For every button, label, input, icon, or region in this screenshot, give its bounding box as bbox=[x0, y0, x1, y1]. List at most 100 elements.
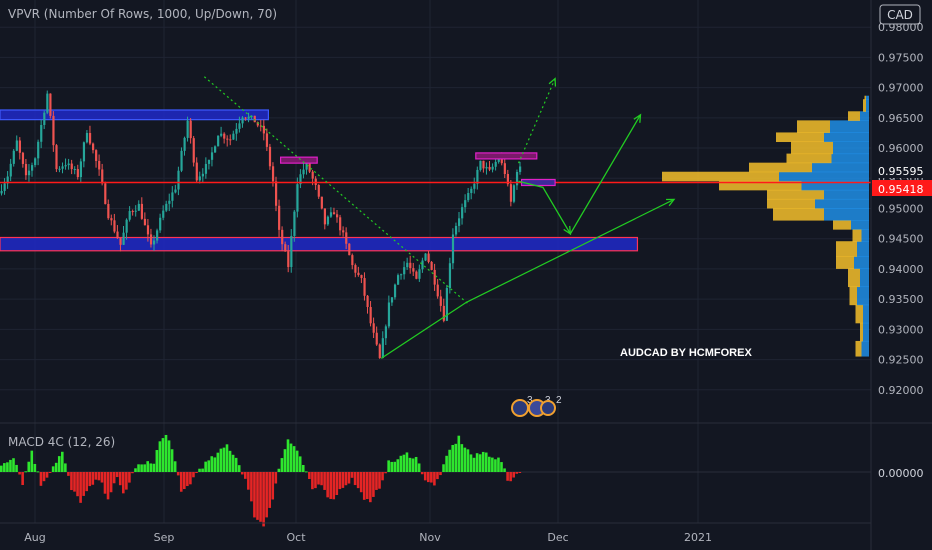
event-icon-flag-au[interactable] bbox=[511, 399, 529, 417]
macd-bar bbox=[189, 472, 192, 485]
volume-bar-up bbox=[855, 340, 862, 357]
candle-body bbox=[174, 189, 177, 193]
macd-bar bbox=[48, 472, 52, 473]
candle-body bbox=[137, 203, 140, 211]
volume-bar-up bbox=[833, 220, 851, 230]
macd-bar bbox=[73, 472, 76, 492]
time-axis[interactable]: Aug Sep Oct Nov Dec 2021 bbox=[24, 531, 712, 544]
macd-bar bbox=[54, 462, 58, 472]
price-label-upper-text: 0.95595 bbox=[878, 165, 924, 178]
drawings bbox=[0, 76, 871, 359]
event-icon-flag-au-2[interactable] bbox=[540, 400, 556, 416]
dotted-projection bbox=[517, 78, 556, 164]
candle-body bbox=[265, 133, 269, 147]
macd-bar bbox=[0, 465, 3, 472]
candle-body bbox=[317, 185, 320, 197]
candle-body bbox=[415, 271, 418, 279]
candle-body bbox=[375, 332, 378, 345]
price-label-current-box bbox=[872, 180, 932, 196]
candle-body bbox=[476, 169, 479, 184]
indicator-title[interactable]: VPVR (Number Of Rows, 1000, Up/Down, 70) bbox=[8, 7, 277, 21]
candle-body bbox=[110, 218, 113, 221]
macd-bar bbox=[265, 472, 268, 518]
uptrend-support-2 bbox=[466, 198, 675, 303]
macd-bar bbox=[338, 472, 342, 490]
macd-bar bbox=[283, 449, 287, 472]
candle-body bbox=[12, 150, 15, 164]
candle-body bbox=[433, 269, 436, 285]
macd-bar bbox=[149, 463, 153, 472]
volume-bar-down bbox=[824, 207, 869, 221]
candle-body bbox=[384, 326, 387, 339]
candle-body bbox=[351, 255, 354, 266]
candle-body bbox=[470, 188, 473, 193]
candle-body bbox=[290, 235, 293, 268]
macd-bar bbox=[103, 472, 107, 494]
macd-bar bbox=[9, 459, 12, 472]
candle-body bbox=[287, 251, 290, 268]
candle-body bbox=[336, 214, 339, 218]
event-markers[interactable]: 3 3 2 bbox=[511, 395, 562, 417]
time-tick-label: Oct bbox=[286, 531, 306, 544]
candle-body bbox=[18, 140, 21, 153]
macd-bar bbox=[137, 464, 140, 472]
macd-bar bbox=[301, 465, 305, 472]
candle-body bbox=[439, 296, 442, 306]
macd-bar bbox=[207, 460, 210, 472]
candle-body bbox=[201, 173, 204, 177]
macd-bar bbox=[36, 471, 40, 473]
volume-bar-down bbox=[861, 229, 869, 242]
volume-bar-up bbox=[797, 120, 830, 133]
macd-bar bbox=[3, 463, 6, 472]
macd-bar bbox=[512, 472, 515, 478]
volume-bar-down bbox=[801, 180, 869, 191]
candle-body bbox=[192, 138, 195, 163]
price-tick-label: 0.92500 bbox=[878, 354, 924, 367]
currency-badge[interactable]: CAD bbox=[879, 4, 921, 25]
candle-body bbox=[451, 234, 455, 264]
candle-body bbox=[281, 229, 284, 245]
marker-nov-top bbox=[475, 152, 538, 160]
volume-bar-down bbox=[812, 162, 869, 173]
price-candles[interactable] bbox=[0, 90, 522, 359]
candle-body bbox=[116, 231, 119, 239]
volume-bar-down bbox=[830, 120, 869, 133]
macd-bar bbox=[204, 461, 207, 472]
candle-body bbox=[393, 284, 397, 298]
candle-body bbox=[247, 116, 250, 119]
volume-bar-up bbox=[767, 189, 824, 200]
candle-body bbox=[6, 176, 9, 184]
macd-bar bbox=[176, 472, 180, 476]
macd-bar bbox=[481, 451, 485, 472]
candle-body bbox=[308, 160, 311, 172]
macd-bar bbox=[253, 472, 256, 518]
macd-bar bbox=[244, 472, 247, 479]
macd-bar bbox=[115, 472, 119, 478]
candle-body bbox=[488, 166, 491, 170]
macd-bar bbox=[164, 434, 168, 472]
candle-body bbox=[40, 124, 43, 142]
volume-bar-down bbox=[824, 132, 869, 143]
candle-body bbox=[293, 211, 296, 236]
macd-bar bbox=[491, 457, 494, 472]
macd-bar bbox=[292, 446, 296, 472]
candle-body bbox=[76, 169, 79, 178]
candle-body bbox=[421, 260, 424, 270]
upper-resistance-zone bbox=[0, 109, 269, 121]
projection-down-arrowhead bbox=[563, 225, 572, 236]
candle-body bbox=[515, 171, 519, 186]
macd-title[interactable]: MACD 4C (12, 26) bbox=[8, 435, 115, 449]
macd-bar bbox=[314, 472, 317, 489]
price-tick-label: 0.97500 bbox=[878, 51, 924, 64]
candle-body bbox=[519, 166, 522, 172]
candle-body bbox=[159, 217, 162, 231]
macd-bar bbox=[18, 472, 21, 475]
macd-bar bbox=[344, 472, 348, 486]
macd-bar bbox=[372, 472, 375, 497]
macd-bar bbox=[146, 461, 149, 472]
candle-body bbox=[204, 163, 208, 174]
macd-bar bbox=[335, 472, 339, 496]
macd-bar bbox=[414, 456, 418, 472]
price-tick-label: 0.94000 bbox=[878, 263, 924, 276]
